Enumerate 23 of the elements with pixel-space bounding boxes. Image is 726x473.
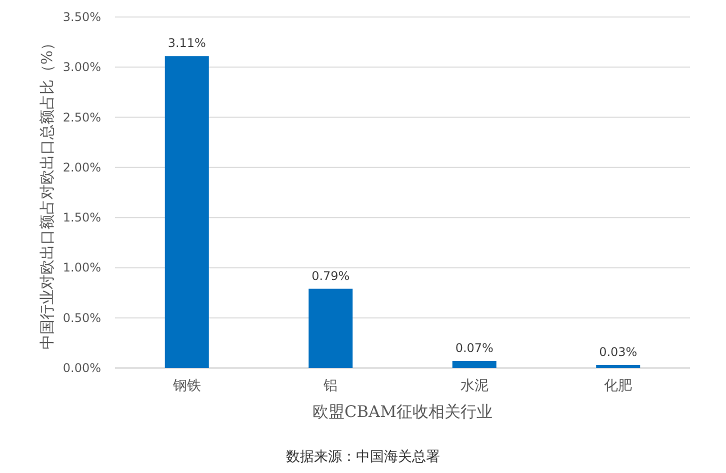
y-tick-label: 1.50% [62,210,101,225]
bar [164,56,209,368]
bar [308,288,353,368]
y-tick-label: 2.50% [62,110,101,124]
x-tick-label: 化肥 [604,378,632,394]
data-label: 3.11% [168,36,206,50]
data-label: 0.79% [312,268,350,283]
x-tick-label: 水泥 [460,378,488,394]
data-label: 0.03% [599,344,638,359]
y-tick-label: 2.00% [62,160,101,174]
data-label: 0.07% [455,340,494,355]
bar [452,360,496,368]
y-tick-label: 1.00% [62,260,101,275]
y-axis-title: 中国行业对欧出口额占对欧出口总额占比（%） [38,35,56,350]
source-note: 数据来源：中国海关总署 [286,449,440,465]
y-tick-label: 0.50% [62,310,101,325]
y-tick-label: 3.50% [62,10,101,24]
y-tick-label: 0.00% [62,361,101,375]
y-tick-label: 3.00% [62,60,101,74]
x-tick-label: 钢铁 [172,378,201,394]
x-axis-title: 欧盟CBAM征收相关行业 [312,402,492,421]
bar [596,364,640,368]
x-tick-label: 铝 [322,378,338,394]
